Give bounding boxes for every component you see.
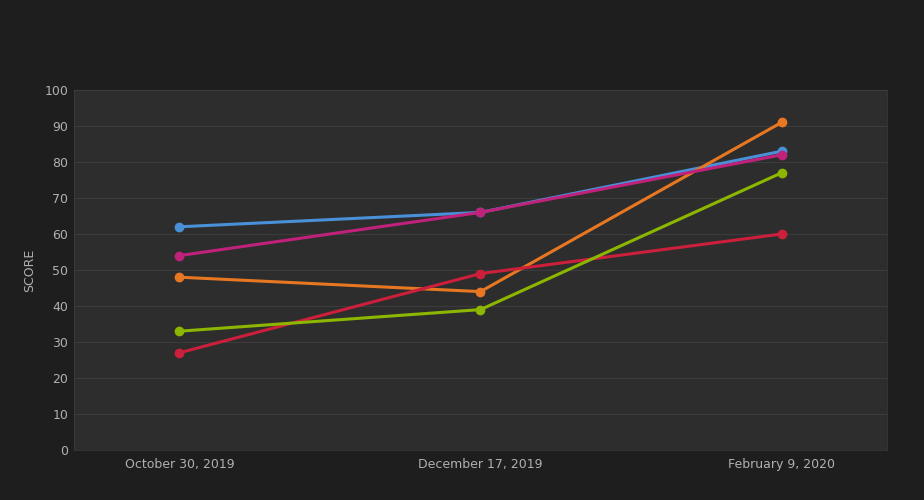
Y-axis label: SCORE: SCORE bbox=[23, 248, 36, 292]
